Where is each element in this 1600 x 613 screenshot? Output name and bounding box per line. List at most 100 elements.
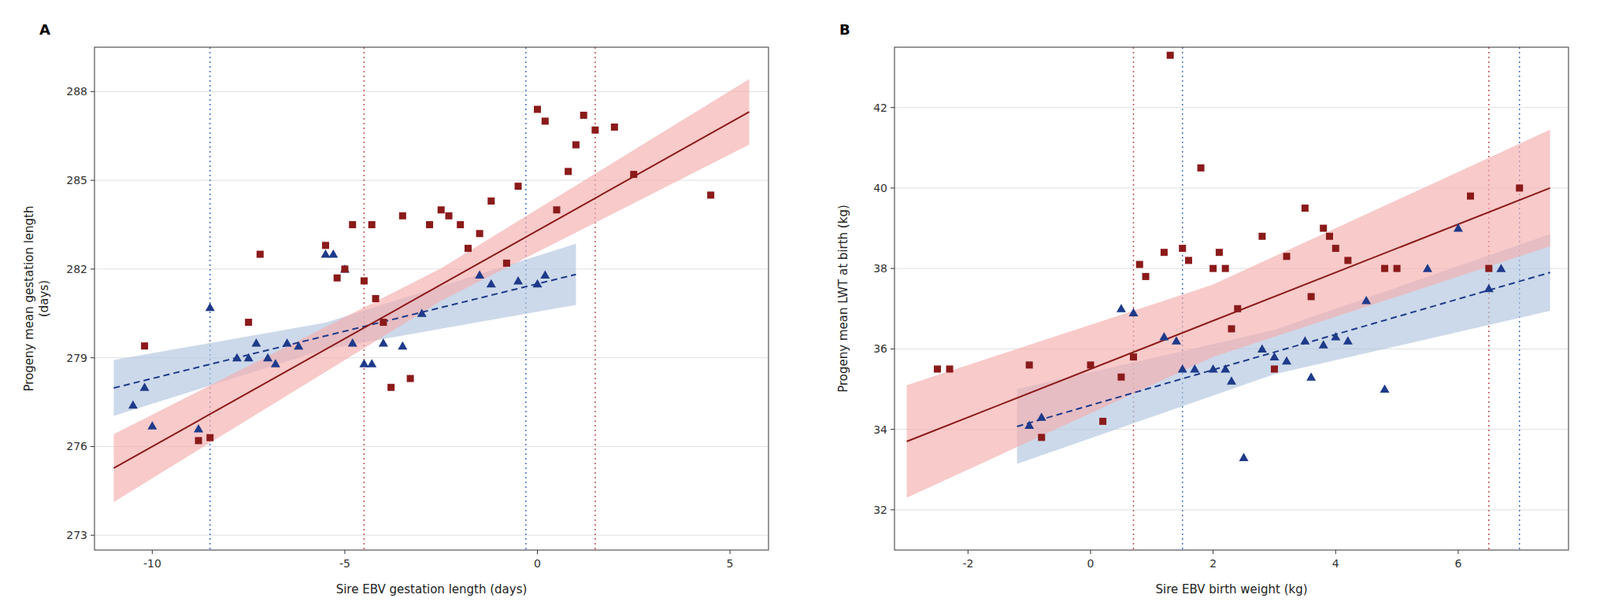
triangle-point [417,308,427,318]
triangle-point [147,421,157,430]
x-tick [1212,550,1214,555]
triangle-point [1380,385,1390,394]
x-tick-label: 2 [1209,557,1217,571]
plot-frame [894,47,1569,551]
triangle-point [328,249,338,259]
square-point [1178,244,1186,252]
x-tick [729,550,731,555]
square-point [591,126,599,134]
x-tick [344,550,345,555]
y-tick [890,429,895,430]
triangle-point [282,338,293,348]
square-point [445,212,453,220]
triangle-point [193,424,204,434]
reference-line [209,47,212,551]
x-axis-label: Sire EBV gestation length (days) [336,582,528,597]
square-point [1166,51,1175,60]
square-point [1270,365,1278,373]
triangle-point [1306,372,1316,382]
grid-line [894,509,1569,511]
triangle-point [293,341,304,351]
square-point [464,244,472,252]
x-tick-label: 0 [533,557,541,571]
triangle-point [1171,336,1182,345]
square-point [1381,265,1389,273]
triangle-point [251,338,261,348]
triangle-point [366,359,377,368]
square-point [1515,184,1523,192]
square-point [1283,252,1291,260]
x-tick [967,550,969,555]
square-point [564,167,572,175]
y-tick [890,107,895,108]
square-point [348,221,356,229]
triangle-point [244,353,254,363]
triangle-point [1239,452,1249,462]
square-point [407,374,415,382]
triangle-point [205,303,215,312]
square-point [425,221,434,229]
square-point [1222,265,1230,273]
square-point [1197,164,1205,172]
triangle-point [1226,376,1237,386]
y-tick [90,357,95,359]
triangle-point [1269,352,1279,362]
square-point [514,182,523,190]
square-point [437,206,445,214]
panel-label: A [39,21,51,38]
regression-line [907,188,1551,442]
square-point [360,277,368,285]
y-axis-label-line: Progeny mean LWT at birth (kg) [836,204,851,393]
y-tick-label: 42 [873,101,888,115]
square-point [1228,325,1236,333]
y-tick [90,268,95,270]
triangle-point [1281,356,1292,366]
square-point [487,197,495,205]
square-point [476,229,484,238]
square-point [1136,261,1144,269]
triangle-point [1484,284,1494,293]
grid-line [94,91,769,93]
triangle-point [1159,332,1169,341]
square-point [1117,374,1125,382]
square-point [1142,273,1150,281]
triangle-point [1208,364,1219,374]
square-point [1485,265,1493,273]
square-point [387,384,395,392]
square-point [1393,265,1401,273]
y-tick [90,180,95,182]
square-point [1301,204,1309,212]
square-point [195,437,203,445]
square-point [1087,361,1095,369]
y-tick-label: 273 [66,529,88,542]
figure: -10-505273276279282285288Sire EBV gestat… [0,0,1600,613]
grid-line [894,107,1569,108]
square-point [1160,248,1168,256]
triangle-point [340,264,350,274]
x-tick [151,550,153,555]
triangle-point [1024,421,1034,430]
square-point [572,141,580,149]
triangle-point [1330,332,1341,341]
y-tick [90,91,95,93]
triangle-point [128,400,138,409]
y-tick-label: 288 [66,85,88,98]
triangle-point [1318,340,1329,349]
y-tick [890,509,895,511]
square-point [552,206,560,214]
y-tick-label: 32 [873,503,888,517]
triangle-point [1220,364,1230,374]
triangle-point [1343,336,1353,345]
confidence-band [907,129,1551,499]
triangle-point [486,279,497,289]
square-point [1258,233,1266,241]
x-tick [537,550,538,555]
triangle-point [1037,412,1047,422]
reference-line [363,47,366,551]
triangle-point [348,338,358,348]
x-tick-label: 6 [1454,557,1462,571]
square-point [333,274,341,282]
square-point [707,191,715,199]
square-point [1209,265,1217,273]
triangle-point [378,338,389,348]
